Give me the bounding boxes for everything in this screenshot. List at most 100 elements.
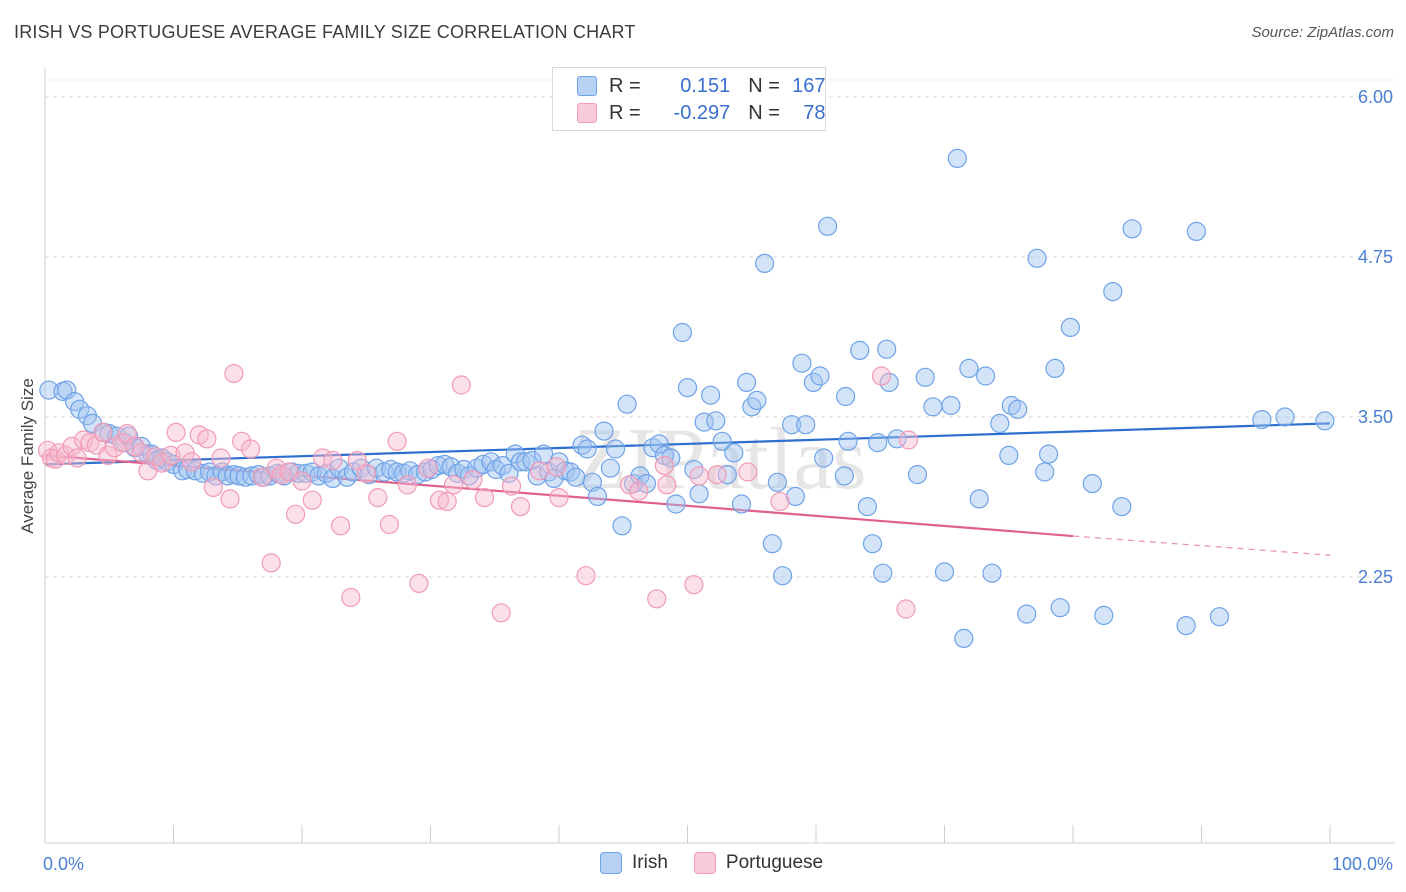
- stats-legend: R = 0.151 N = 167 R = -0.297 N = 78: [552, 67, 826, 131]
- point-irish: [1094, 605, 1114, 626]
- point-irish: [1122, 219, 1142, 239]
- y-tick-label: 2.25: [1358, 567, 1393, 587]
- point-irish: [572, 435, 592, 455]
- point-portuguese: [181, 452, 202, 472]
- point-irish: [1176, 615, 1196, 636]
- data-points: [37, 148, 1335, 649]
- point-irish: [796, 415, 816, 435]
- point-irish: [700, 385, 721, 405]
- point-irish: [1045, 358, 1065, 378]
- point-irish: [834, 466, 854, 486]
- point-irish: [1038, 444, 1059, 464]
- point-irish: [814, 448, 834, 468]
- point-portuguese: [654, 456, 675, 476]
- point-irish: [577, 439, 597, 459]
- point-irish: [736, 372, 757, 392]
- point-irish: [408, 465, 428, 485]
- point-portuguese: [302, 490, 322, 510]
- point-irish: [527, 466, 547, 486]
- series-legend: Irish Portuguese: [600, 852, 849, 874]
- point-irish: [838, 431, 858, 451]
- legend-r-value: -0.297: [673, 101, 731, 124]
- legend-label-portuguese: Portuguese: [725, 852, 824, 873]
- source-label: Source: ZipAtlas.com: [1251, 24, 1394, 41]
- legend-item-irish[interactable]: Irish: [600, 852, 668, 874]
- point-irish: [1027, 248, 1047, 268]
- point-irish: [724, 443, 744, 463]
- legend-row-irish: R = 0.151 N = 167: [577, 73, 826, 99]
- point-irish: [877, 339, 897, 359]
- point-portuguese: [689, 466, 709, 486]
- point-irish: [969, 489, 989, 509]
- point-irish: [873, 563, 893, 583]
- legend-n-label: N =: [748, 74, 786, 97]
- point-portuguese: [131, 443, 151, 463]
- point-portuguese: [684, 575, 704, 595]
- legend-swatch-portuguese: [577, 103, 597, 123]
- point-portuguese: [418, 458, 438, 478]
- point-irish: [747, 390, 767, 410]
- point-irish: [817, 216, 838, 236]
- point-portuguese: [166, 422, 186, 442]
- point-portuguese: [211, 448, 231, 468]
- legend-r-label: R =: [609, 101, 647, 124]
- point-portuguese: [387, 431, 407, 451]
- point-portuguese: [549, 488, 569, 508]
- legend-swatch-portuguese: [693, 852, 716, 874]
- point-irish: [742, 397, 762, 417]
- point-irish: [792, 353, 812, 373]
- legend-item-portuguese[interactable]: Portuguese: [693, 852, 824, 874]
- point-portuguese: [241, 439, 261, 459]
- y-tick-label: 6.00: [1358, 87, 1393, 107]
- point-portuguese: [286, 504, 306, 524]
- point-irish: [810, 366, 830, 386]
- x-tick-label: 100.0%: [1332, 854, 1393, 874]
- point-portuguese: [292, 471, 312, 491]
- y-tick-labels: 2.25 3.50 4.75 6.00: [1358, 87, 1393, 587]
- point-irish: [706, 411, 726, 431]
- point-portuguese: [197, 429, 217, 449]
- chart-title: IRISH VS PORTUGUESE AVERAGE FAMILY SIZE …: [14, 22, 636, 42]
- legend-n-value: 78: [803, 101, 826, 124]
- point-portuguese: [67, 448, 87, 468]
- point-irish: [959, 358, 979, 378]
- point-irish: [131, 436, 151, 456]
- point-irish: [862, 534, 883, 554]
- point-irish: [767, 472, 788, 492]
- point-irish: [857, 497, 878, 517]
- point-portuguese: [437, 491, 457, 512]
- legend-r-label: R =: [609, 74, 647, 97]
- point-portuguese: [224, 363, 244, 384]
- point-irish: [975, 366, 996, 386]
- point-irish: [785, 486, 806, 506]
- point-irish: [868, 433, 888, 453]
- point-irish: [835, 386, 856, 407]
- point-irish: [492, 456, 513, 476]
- point-irish: [934, 562, 955, 582]
- legend-row-portuguese: R = -0.297 N = 78: [577, 100, 826, 126]
- legend-n-label: N =: [748, 101, 786, 124]
- point-irish: [941, 395, 961, 416]
- point-irish: [515, 452, 536, 472]
- point-portuguese: [93, 422, 113, 442]
- point-irish: [915, 367, 935, 387]
- point-irish: [1008, 399, 1028, 419]
- point-portuguese: [323, 450, 343, 471]
- point-irish: [1103, 282, 1123, 302]
- point-irish: [772, 566, 793, 586]
- point-irish: [522, 450, 542, 471]
- point-irish: [1035, 462, 1055, 482]
- watermark: ZIPatlas: [573, 411, 866, 508]
- point-irish: [661, 448, 681, 468]
- legend-r-value: 0.151: [680, 74, 731, 97]
- point-portuguese: [871, 366, 892, 386]
- point-irish: [649, 434, 669, 454]
- point-irish: [666, 494, 686, 514]
- point-portuguese: [491, 603, 511, 623]
- point-irish: [566, 467, 586, 487]
- y-tick-label: 3.50: [1358, 407, 1393, 427]
- point-irish: [1275, 407, 1295, 427]
- point-irish: [781, 415, 802, 435]
- point-portuguese: [429, 490, 450, 510]
